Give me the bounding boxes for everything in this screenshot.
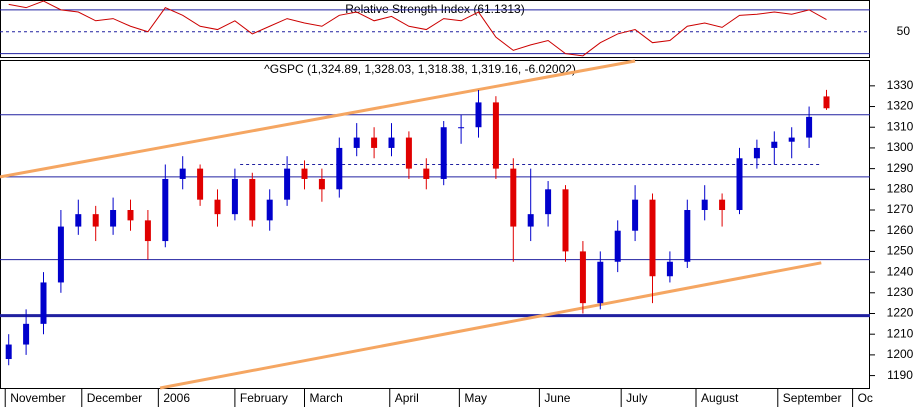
candle-body xyxy=(719,199,726,211)
candle-body xyxy=(92,214,99,227)
x-tick-label: April xyxy=(395,391,419,405)
candle-body xyxy=(597,261,604,304)
y-tick-label: 1270 xyxy=(887,202,914,216)
candle-body xyxy=(614,230,621,262)
candle-body xyxy=(75,214,82,227)
x-tick-label: Oc xyxy=(858,391,873,405)
x-tick-label: March xyxy=(310,391,343,405)
candle-body xyxy=(562,189,569,252)
y-tick-label: 1210 xyxy=(887,326,914,340)
y-tick-label: 1280 xyxy=(887,181,914,195)
candle-body xyxy=(23,323,30,345)
y-tick-label: 1260 xyxy=(887,223,914,237)
y-tick-label: 50 xyxy=(897,24,911,38)
candle-body xyxy=(649,199,656,277)
y-tick-label: 1190 xyxy=(887,368,913,382)
candle-body xyxy=(284,168,291,200)
candle-body xyxy=(806,116,813,138)
x-tick-label: August xyxy=(701,391,739,405)
candle-body xyxy=(405,137,412,169)
x-tick-label: February xyxy=(240,391,288,405)
candle-body xyxy=(266,199,273,221)
candle-body xyxy=(788,137,795,142)
candle-body xyxy=(301,168,308,179)
y-tick-label: 1200 xyxy=(887,347,914,361)
candle-body xyxy=(771,141,778,148)
y-tick-label: 1320 xyxy=(887,99,914,113)
x-tick-label: November xyxy=(10,391,65,405)
y-tick-label: 1230 xyxy=(887,285,914,299)
candle-body xyxy=(40,282,47,324)
candle-body xyxy=(684,210,691,262)
y-tick-label: 1240 xyxy=(887,264,914,278)
candle-body xyxy=(632,199,639,231)
candle-body xyxy=(440,127,447,179)
candle-body xyxy=(458,127,465,129)
price-title: ^GSPC (1,324.89, 1,328.03, 1,318.38, 1,3… xyxy=(264,62,576,76)
candle-body xyxy=(110,210,117,227)
candle-body xyxy=(701,199,708,211)
y-tick-label: 1330 xyxy=(887,78,914,92)
candle-body xyxy=(127,210,134,221)
candle-body xyxy=(318,178,325,190)
candle-body xyxy=(336,147,343,190)
candle-body xyxy=(527,214,534,227)
candle-body xyxy=(753,147,760,159)
candle-body xyxy=(823,96,830,109)
trendline xyxy=(159,261,822,390)
y-tick-label: 1290 xyxy=(887,161,914,175)
x-tick-label: July xyxy=(626,391,647,405)
y-tick-label: 1310 xyxy=(887,119,914,133)
rsi-line xyxy=(8,0,827,57)
x-tick-label: September xyxy=(783,391,842,405)
x-tick-label: May xyxy=(464,391,487,405)
rsi-frame xyxy=(0,0,870,58)
candle-body xyxy=(214,199,221,215)
candle-body xyxy=(144,220,151,242)
candle-body xyxy=(162,178,169,242)
candle-body xyxy=(179,168,186,179)
candle-body xyxy=(666,261,673,277)
candle-body xyxy=(492,102,499,169)
candle-body xyxy=(353,137,360,148)
x-tick-label: 2006 xyxy=(163,391,190,405)
candle-body xyxy=(736,158,743,211)
rsi-title: Relative Strength Index (61.1313) xyxy=(345,2,524,16)
candle-body xyxy=(545,189,552,215)
y-tick-label: 1250 xyxy=(887,244,914,258)
x-tick-label: June xyxy=(544,391,570,405)
candle-body xyxy=(388,137,395,148)
candle-body xyxy=(510,168,517,227)
trendline xyxy=(0,59,636,179)
y-tick-label: 1300 xyxy=(887,140,914,154)
candle-body xyxy=(579,251,586,304)
candle-body xyxy=(475,102,482,128)
candle-body xyxy=(197,168,204,200)
candle-body xyxy=(249,178,256,221)
candle-body xyxy=(231,178,238,215)
y-tick-label: 1220 xyxy=(887,306,914,320)
candle-body xyxy=(57,226,64,283)
candle-body xyxy=(371,137,378,148)
x-tick-label: December xyxy=(87,391,142,405)
price-frame xyxy=(0,60,870,389)
candle-body xyxy=(423,168,430,179)
candle-body xyxy=(5,344,12,360)
